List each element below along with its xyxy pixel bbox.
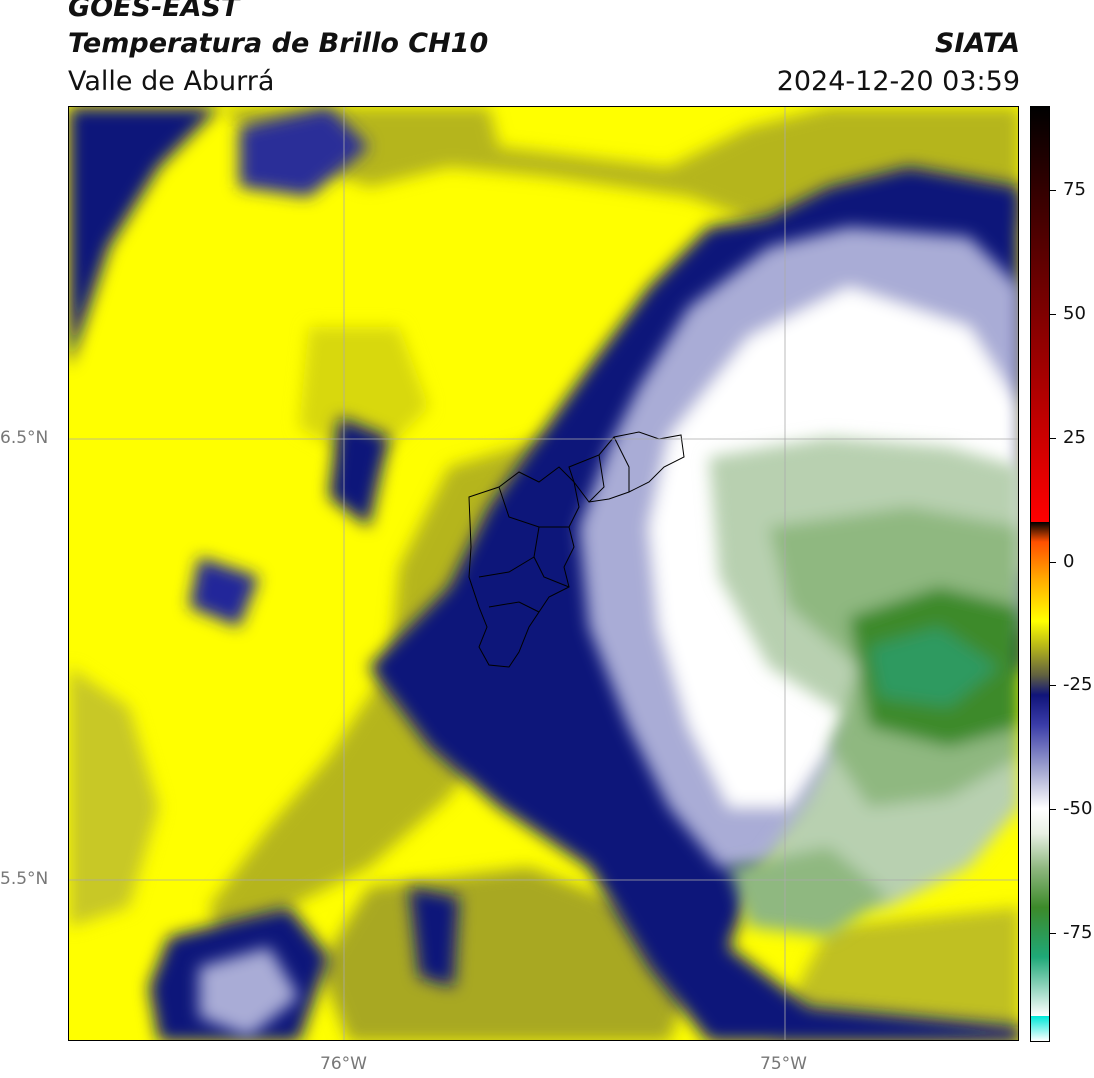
coldest-tops-layer	[709, 437, 1018, 937]
colorbar-tick	[1050, 809, 1056, 811]
colorbar-tick-label: -25	[1063, 674, 1093, 696]
lat-label-5-5n: 5.5°N	[0, 869, 49, 889]
datetime-label: 2024-12-20 03:59	[776, 66, 1020, 97]
agency-title: SIATA	[934, 28, 1020, 59]
product-title: Temperatura de Brillo CH10	[68, 28, 489, 59]
colorbar-tick-label: 75	[1063, 179, 1086, 201]
colorbar-tick	[1050, 314, 1056, 315]
central-boundary	[533, 526, 570, 588]
south-boundary	[488, 601, 540, 613]
north-boundary	[498, 486, 569, 528]
east-boundary	[588, 454, 605, 503]
northeast-municipality	[568, 431, 685, 503]
municipality-boundaries	[468, 431, 685, 668]
temperature-colorbar	[1030, 106, 1050, 1042]
colorbar-tick	[1050, 933, 1056, 935]
colorbar-tick-label: 0	[1063, 550, 1075, 572]
graticule	[69, 107, 1018, 1040]
satellite-map[interactable]	[68, 106, 1019, 1041]
colorbar-tick	[1050, 685, 1056, 687]
colorbar-tick-label: -75	[1063, 922, 1093, 944]
lon-label-76w: 76°W	[320, 1054, 367, 1074]
region-title: Valle de Aburrá	[68, 66, 275, 97]
valley-outline	[468, 466, 580, 668]
lat-label-6-5n: 6.5°N	[0, 428, 49, 448]
map-canvas	[69, 107, 1018, 1040]
colorbar-tick-label: 50	[1063, 303, 1086, 324]
lon-label-75w: 75°W	[760, 1054, 807, 1074]
satellite-title: GOES-EAST	[68, 0, 240, 23]
east-boundary-2	[613, 436, 630, 492]
colorbar-tick-label: 25	[1063, 426, 1086, 448]
colorbar-tick	[1050, 561, 1056, 563]
west-boundary	[478, 556, 535, 578]
colorbar-tick	[1050, 437, 1056, 439]
colorbar-tick-label: -50	[1063, 798, 1093, 820]
colorbar-tick	[1050, 190, 1056, 192]
